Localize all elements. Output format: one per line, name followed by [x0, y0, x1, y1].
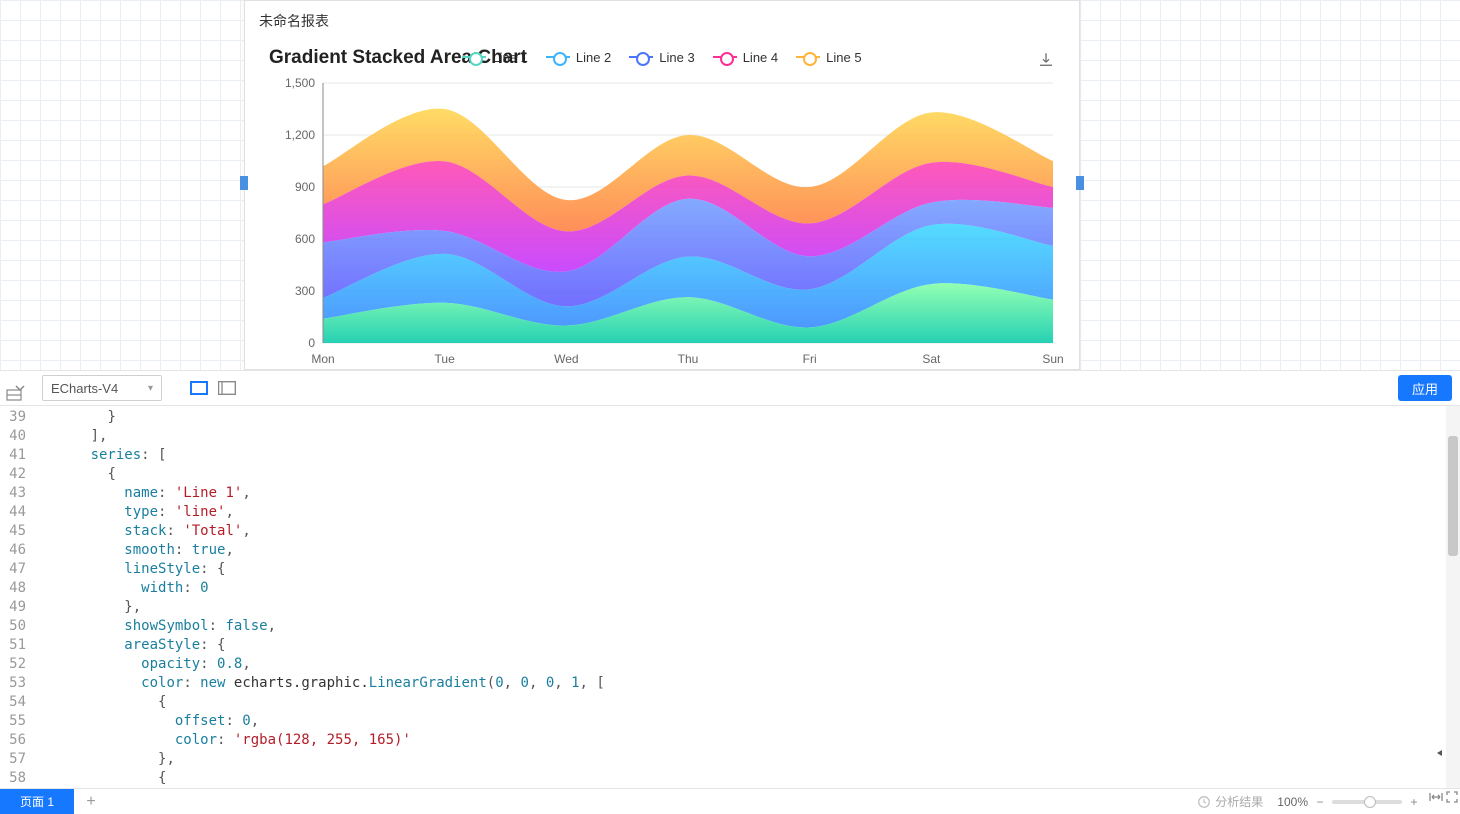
svg-text:Mon: Mon: [311, 352, 334, 366]
report-panel[interactable]: 未命名报表 Gradient Stacked Area Chart Line 1…: [244, 0, 1080, 370]
code-editor[interactable]: 39 40 41 42 43 44 45 46 47 48 49 50 51 5…: [0, 406, 1460, 788]
chart-title: Gradient Stacked Area Chart: [269, 47, 527, 69]
download-icon[interactable]: [1037, 51, 1055, 69]
svg-text:1,200: 1,200: [285, 128, 315, 142]
analyze-results-button[interactable]: 分析结果: [1189, 789, 1271, 814]
legend-label: Line 2: [576, 50, 611, 65]
layout-split-icon[interactable]: [218, 379, 236, 397]
minimap-marker-icon: [1434, 746, 1444, 756]
canvas-area: 未命名报表 Gradient Stacked Area Chart Line 1…: [0, 0, 1460, 370]
analyze-results-label: 分析结果: [1215, 793, 1263, 810]
page-tab-active[interactable]: 页面 1: [0, 789, 74, 814]
zoom-slider[interactable]: [1332, 800, 1402, 804]
library-select-value: ECharts-V4: [51, 381, 118, 396]
legend-label: Line 3: [659, 50, 694, 65]
chevron-down-icon: ▾: [148, 383, 153, 394]
editor-code[interactable]: } ], series: [ { name: 'Line 1', type: '…: [32, 406, 1460, 788]
zoom-in-button[interactable]: +: [1406, 794, 1422, 810]
legend-item[interactable]: Line 2: [546, 50, 611, 65]
zoom-value: 100%: [1277, 795, 1308, 809]
layout-single-icon[interactable]: [190, 379, 208, 397]
status-bar: 页面 1 + 分析结果 100% − +: [0, 788, 1460, 814]
editor-scrollbar[interactable]: [1446, 406, 1460, 788]
legend-label: Line 4: [743, 50, 778, 65]
panel-title: 未命名报表: [245, 1, 1079, 37]
svg-text:300: 300: [295, 284, 315, 298]
legend-item[interactable]: Line 4: [713, 50, 778, 65]
editor-scrollbar-thumb[interactable]: [1448, 436, 1458, 556]
zoom-controls: 100% − +: [1271, 789, 1428, 814]
svg-text:Thu: Thu: [678, 352, 699, 366]
svg-text:0: 0: [308, 336, 315, 350]
svg-text:Fri: Fri: [803, 352, 817, 366]
chart-container: Gradient Stacked Area Chart Line 1Line 2…: [245, 37, 1079, 373]
legend-marker-icon: [462, 52, 486, 62]
fit-width-icon[interactable]: [1428, 789, 1444, 805]
legend-label: Line 5: [826, 50, 861, 65]
editor-gutter: 39 40 41 42 43 44 45 46 47 48 49 50 51 5…: [0, 406, 32, 788]
legend-marker-icon: [796, 52, 820, 62]
legend-item[interactable]: Line 3: [629, 50, 694, 65]
svg-text:1,500: 1,500: [285, 76, 315, 90]
editor-toolbar: ECharts-V4 ▾ 应用: [0, 370, 1460, 406]
svg-text:Wed: Wed: [554, 352, 578, 366]
legend-marker-icon: [713, 52, 737, 62]
zoom-slider-thumb[interactable]: [1364, 796, 1376, 808]
apply-button[interactable]: 应用: [1398, 375, 1452, 401]
chart-svg: 0 300 600 900 1,200 1,500 Mon Tue Wed Thu Fri Sat Su…: [263, 73, 1063, 373]
legend-marker-icon: [546, 52, 570, 62]
legend-marker-icon: [629, 52, 653, 62]
svg-text:900: 900: [295, 180, 315, 194]
zoom-out-button[interactable]: −: [1312, 794, 1328, 810]
panel-resize-icon[interactable]: [6, 387, 22, 403]
svg-text:600: 600: [295, 232, 315, 246]
legend-item[interactable]: Line 5: [796, 50, 861, 65]
svg-text:Tue: Tue: [435, 352, 456, 366]
fullscreen-icon[interactable]: [1444, 789, 1460, 805]
svg-text:Sat: Sat: [922, 352, 941, 366]
add-page-button[interactable]: +: [74, 789, 108, 814]
svg-text:Sun: Sun: [1042, 352, 1063, 366]
library-select[interactable]: ECharts-V4 ▾: [42, 375, 162, 401]
